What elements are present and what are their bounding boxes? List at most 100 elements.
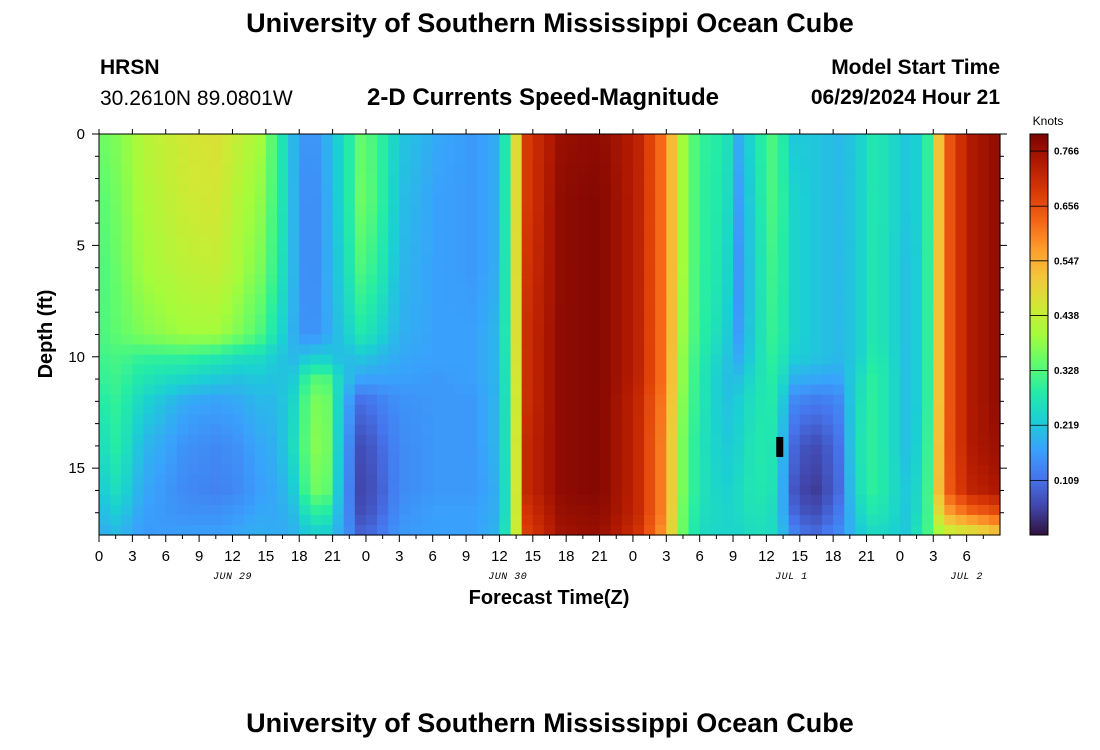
heatmap-cell xyxy=(454,494,467,506)
heatmap-cell xyxy=(532,184,545,195)
heatmap-cell xyxy=(332,244,345,255)
heatmap-cell xyxy=(610,374,623,386)
heatmap-cell xyxy=(365,174,378,185)
heatmap-cell xyxy=(822,224,834,235)
heatmap-cell xyxy=(176,404,189,416)
heatmap-cell xyxy=(265,464,278,476)
heatmap-cell xyxy=(232,194,245,205)
heatmap-cell xyxy=(577,434,590,446)
heatmap-cell xyxy=(621,514,634,526)
heatmap-cell xyxy=(655,474,667,486)
heatmap-cell xyxy=(199,244,211,255)
heatmap-cell xyxy=(621,264,634,275)
heatmap-cell xyxy=(443,294,456,306)
heatmap-cell xyxy=(332,154,345,165)
heatmap-cell xyxy=(332,364,345,376)
heatmap-cell xyxy=(588,214,601,225)
heatmap-cell xyxy=(855,184,868,195)
heatmap-cell xyxy=(755,294,767,306)
heatmap-cell xyxy=(488,284,501,296)
heatmap-cell xyxy=(822,144,834,155)
heatmap-cell xyxy=(254,474,267,486)
heatmap-cell xyxy=(977,244,990,255)
heatmap-cell xyxy=(655,334,667,346)
heatmap-cell xyxy=(699,204,712,215)
heatmap-cell xyxy=(254,184,267,195)
heatmap-cell xyxy=(210,334,222,346)
heatmap-cell xyxy=(321,524,334,536)
x-tick-label: 18 xyxy=(291,548,308,565)
heatmap-cell xyxy=(899,334,912,346)
heatmap-cell xyxy=(299,494,311,506)
heatmap-cell xyxy=(610,394,623,406)
heatmap-cell xyxy=(276,454,289,466)
heatmap-cell xyxy=(132,514,145,526)
heatmap-cell xyxy=(944,294,957,306)
heatmap-cell xyxy=(410,174,423,185)
heatmap-cell xyxy=(299,304,311,316)
heatmap-cell xyxy=(588,524,601,536)
heatmap-cell xyxy=(421,424,434,436)
heatmap-cell xyxy=(688,384,701,396)
heatmap-cell xyxy=(977,304,990,316)
heatmap-cell xyxy=(844,434,856,446)
heatmap-cell xyxy=(888,504,901,516)
heatmap-cell xyxy=(232,364,245,376)
heatmap-cell xyxy=(321,424,334,436)
heatmap-cell xyxy=(310,334,323,346)
heatmap-cell xyxy=(744,524,756,536)
heatmap-cell xyxy=(243,214,256,225)
heatmap-cell xyxy=(443,474,456,486)
heatmap-cell xyxy=(710,454,723,466)
heatmap-cell xyxy=(543,264,556,275)
heatmap-cell xyxy=(644,364,656,376)
heatmap-cell xyxy=(721,374,734,386)
heatmap-cell xyxy=(221,374,234,386)
heatmap-cell xyxy=(232,504,245,516)
heatmap-cell xyxy=(688,244,701,255)
heatmap-cell xyxy=(677,514,690,526)
heatmap-cell xyxy=(766,484,779,496)
heatmap-cell xyxy=(799,134,812,145)
heatmap-cell xyxy=(710,404,723,416)
heatmap-cell xyxy=(110,474,122,486)
heatmap-cell xyxy=(677,524,690,536)
heatmap-cell xyxy=(532,164,545,175)
heatmap-cell xyxy=(176,214,189,225)
heatmap-cell xyxy=(644,414,656,426)
heatmap-cell xyxy=(254,524,267,536)
heatmap-cell xyxy=(632,294,645,306)
heatmap-cell xyxy=(399,134,412,145)
heatmap-cell xyxy=(365,214,378,225)
heatmap-cell xyxy=(510,294,523,306)
heatmap-cell xyxy=(866,174,879,185)
heatmap-cell xyxy=(477,164,489,175)
date-label: JUL 1 xyxy=(775,572,808,583)
heatmap-cell xyxy=(321,414,334,426)
heatmap-cell xyxy=(199,524,211,536)
heatmap-cell xyxy=(354,134,367,145)
heatmap-cell xyxy=(599,184,612,195)
heatmap-cell xyxy=(577,374,590,386)
heatmap-cell xyxy=(321,274,334,285)
heatmap-cell xyxy=(199,324,211,336)
heatmap-cell xyxy=(788,264,801,275)
heatmap-cell xyxy=(543,224,556,235)
heatmap-cell xyxy=(276,484,289,496)
heatmap-cell xyxy=(543,164,556,175)
heatmap-cell xyxy=(210,164,222,175)
heatmap-cell xyxy=(744,164,756,175)
heatmap-cell xyxy=(532,434,545,446)
heatmap-cell xyxy=(655,294,667,306)
heatmap-cell xyxy=(766,174,779,185)
heatmap-cell xyxy=(922,174,934,185)
heatmap-cell xyxy=(232,164,245,175)
heatmap-cell xyxy=(799,464,812,476)
heatmap-cell xyxy=(388,194,400,205)
heatmap-cell xyxy=(566,174,578,185)
heatmap-cell xyxy=(232,314,245,326)
heatmap-cell xyxy=(566,524,578,536)
heatmap-cell xyxy=(822,394,834,406)
heatmap-cell xyxy=(432,334,445,346)
heatmap-cell xyxy=(454,204,467,215)
